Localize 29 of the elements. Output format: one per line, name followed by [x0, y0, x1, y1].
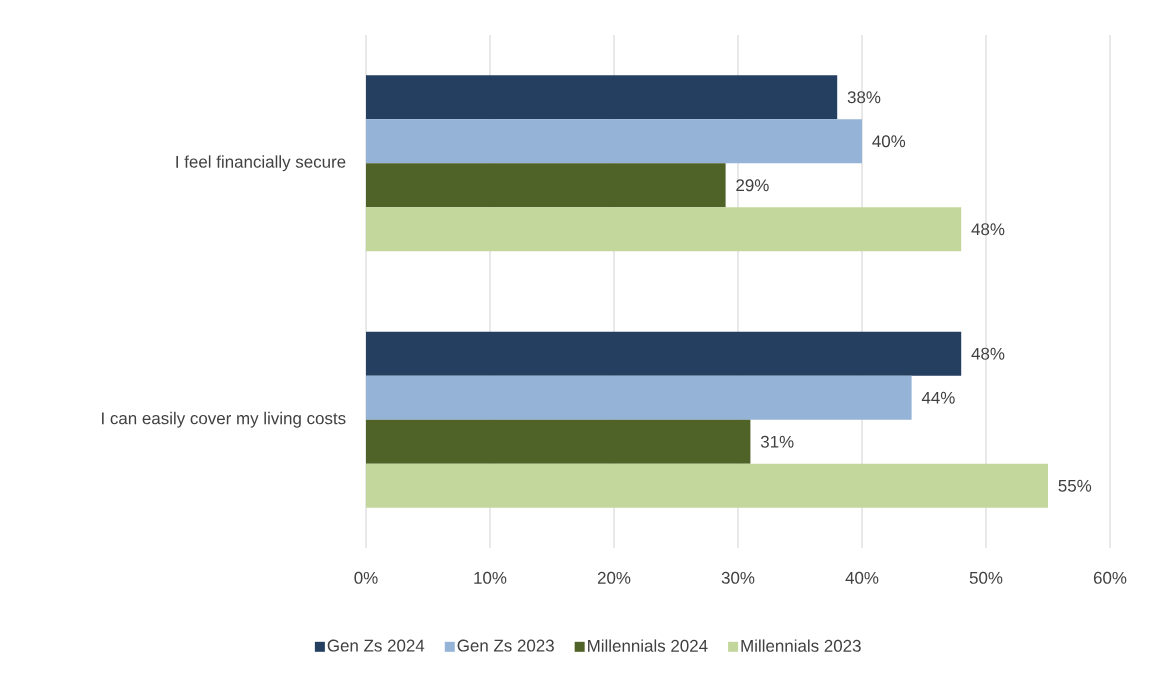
legend-label: Gen Zs 2024	[327, 639, 425, 652]
data-label: 31%	[760, 435, 794, 448]
y-tick-label: I can easily cover my living costs	[102, 411, 346, 428]
bar	[366, 463, 1049, 508]
bar	[366, 207, 962, 252]
data-label: 38%	[847, 91, 881, 104]
bar	[366, 331, 962, 376]
data-label: 48%	[971, 223, 1005, 236]
data-label: 55%	[1058, 479, 1092, 492]
data-label: 40%	[872, 135, 906, 148]
bar	[366, 375, 912, 420]
y-tick-label: I feel financially secure	[176, 155, 346, 172]
data-label: 29%	[736, 179, 769, 192]
legend-label: Gen Zs 2023	[457, 639, 554, 652]
data-label: 48%	[971, 347, 1005, 360]
x-tick-label: 20%	[597, 571, 631, 584]
data-label: 44%	[921, 391, 955, 404]
legend-label: Millennials 2023	[741, 639, 861, 652]
bar	[366, 163, 726, 208]
bar	[366, 419, 751, 464]
x-tick-label: 60%	[1093, 571, 1127, 584]
legend-label: Millennials 2024	[588, 639, 708, 652]
x-tick-label: 10%	[474, 571, 507, 584]
x-tick-label: 50%	[969, 571, 1003, 584]
x-tick-label: 40%	[845, 571, 879, 584]
bar	[366, 119, 862, 164]
x-tick-label: 0%	[354, 571, 378, 584]
x-tick-label: 30%	[721, 571, 755, 584]
bar	[366, 75, 838, 120]
